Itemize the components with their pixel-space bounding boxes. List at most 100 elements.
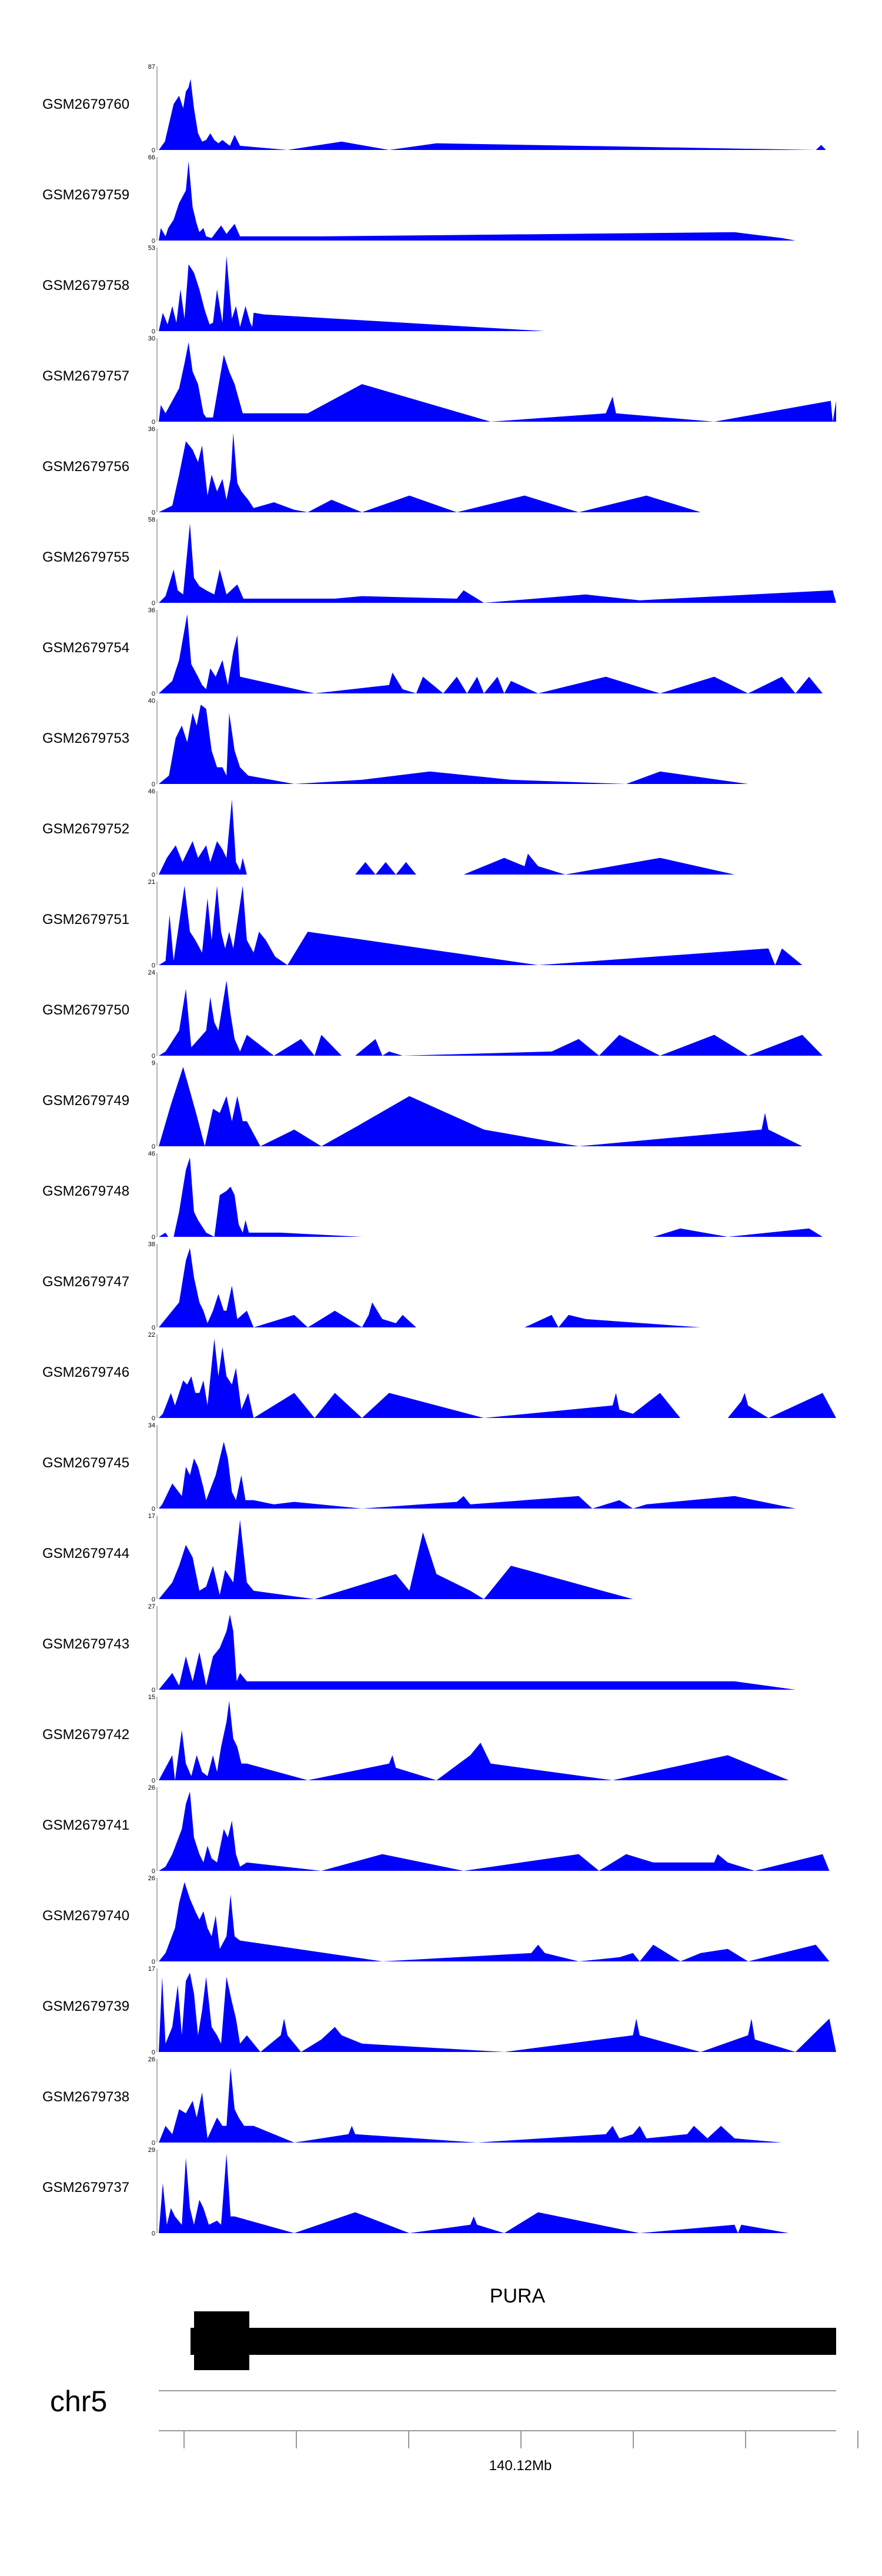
gene-label: PURA bbox=[490, 2285, 546, 2307]
coverage-area bbox=[159, 886, 803, 965]
track-label: GSM2679752 bbox=[42, 821, 129, 837]
track-GSM2679739: GSM2679739 17 0 bbox=[42, 1966, 836, 2056]
track-ymin-label: 0 bbox=[152, 1958, 155, 1966]
genome-axis: chr5 140.12Mb bbox=[50, 2385, 858, 2474]
track-ymax-label: 29 bbox=[148, 2147, 155, 2154]
track-ymin-label: 0 bbox=[152, 147, 155, 154]
track-GSM2679740: GSM2679740 26 0 bbox=[42, 1875, 830, 1966]
track-ymin-label: 0 bbox=[152, 1506, 155, 1513]
track-ymax-label: 15 bbox=[148, 1694, 155, 1701]
track-ymin-label: 0 bbox=[152, 781, 155, 788]
axis-ticks bbox=[183, 2431, 858, 2448]
track-ymin-label: 0 bbox=[152, 690, 155, 698]
track-label: GSM2679756 bbox=[42, 459, 129, 475]
track-GSM2679737: GSM2679737 29 0 bbox=[42, 2147, 789, 2237]
track-ymax-label: 87 bbox=[148, 64, 155, 71]
track-label: GSM2679748 bbox=[42, 1183, 129, 1199]
track-GSM2679755: GSM2679755 58 0 bbox=[42, 516, 836, 607]
track-GSM2679753: GSM2679753 40 0 bbox=[42, 698, 749, 788]
track-GSM2679745: GSM2679745 34 0 bbox=[42, 1422, 796, 1513]
coverage-area bbox=[159, 1067, 803, 1146]
coverage-area bbox=[159, 980, 823, 1056]
coverage-tracks: GSM2679760870GSM2679759660GSM2679758530G… bbox=[42, 64, 836, 2237]
track-ymax-label: 26 bbox=[148, 1875, 155, 1882]
track-label: GSM2679751 bbox=[42, 912, 129, 927]
track-ymax-label: 38 bbox=[148, 1241, 155, 1248]
track-label: GSM2679745 bbox=[42, 1455, 129, 1471]
coverage-area bbox=[159, 523, 836, 603]
track-GSM2679747: GSM2679747 38 0 bbox=[42, 1241, 701, 1332]
coverage-area bbox=[159, 1339, 836, 1418]
track-label: GSM2679739 bbox=[42, 1998, 129, 2014]
track-GSM2679750: GSM2679750 24 0 bbox=[42, 969, 823, 1060]
track-ymax-label: 36 bbox=[148, 607, 155, 614]
track-ymax-label: 58 bbox=[148, 516, 155, 523]
track-GSM2679760: GSM2679760 87 0 bbox=[42, 64, 826, 154]
track-ymin-label: 0 bbox=[152, 1415, 155, 1422]
coverage-area bbox=[159, 342, 836, 422]
track-GSM2679744: GSM2679744 17 0 bbox=[42, 1513, 633, 1603]
track-ymin-label: 0 bbox=[152, 1053, 155, 1060]
track-ymin-label: 0 bbox=[152, 1596, 155, 1603]
track-ymin-label: 0 bbox=[152, 962, 155, 969]
track-ymax-label: 46 bbox=[148, 1150, 155, 1157]
track-ymin-label: 0 bbox=[152, 2049, 155, 2056]
track-label: GSM2679753 bbox=[42, 730, 129, 746]
track-label: GSM2679754 bbox=[42, 640, 129, 656]
track-ymin-label: 0 bbox=[152, 419, 155, 426]
track-ymax-label: 9 bbox=[152, 1060, 155, 1067]
coverage-area bbox=[159, 1520, 633, 1599]
track-ymin-label: 0 bbox=[152, 1234, 155, 1241]
coverage-area bbox=[159, 433, 749, 512]
track-ymin-label: 0 bbox=[152, 238, 155, 245]
track-ymax-label: 26 bbox=[148, 1784, 155, 1791]
track-ymin-label: 0 bbox=[152, 1687, 155, 1694]
coverage-area bbox=[159, 161, 796, 241]
track-label: GSM2679747 bbox=[42, 1274, 129, 1290]
track-ymax-label: 36 bbox=[148, 426, 155, 433]
track-ymax-label: 27 bbox=[148, 1603, 155, 1610]
track-GSM2679746: GSM2679746 22 0 bbox=[42, 1332, 836, 1422]
track-label: GSM2679760 bbox=[42, 96, 129, 112]
track-label: GSM2679742 bbox=[42, 1727, 129, 1743]
track-ymin-label: 0 bbox=[152, 600, 155, 607]
gene-body bbox=[191, 2328, 836, 2355]
track-label: GSM2679750 bbox=[42, 1002, 129, 1018]
track-ymax-label: 26 bbox=[148, 2056, 155, 2063]
track-GSM2679751: GSM2679751 21 0 bbox=[42, 879, 803, 969]
track-ymin-label: 0 bbox=[152, 2140, 155, 2147]
track-label: GSM2679738 bbox=[42, 2089, 129, 2105]
track-ymax-label: 40 bbox=[148, 698, 155, 705]
track-label: GSM2679759 bbox=[42, 187, 129, 203]
coverage-area bbox=[159, 79, 826, 150]
track-ymin-label: 0 bbox=[152, 328, 155, 335]
track-GSM2679743: GSM2679743 27 0 bbox=[42, 1603, 796, 1694]
coverage-area bbox=[159, 1442, 796, 1509]
track-label: GSM2679744 bbox=[42, 1546, 129, 1561]
track-ymax-label: 24 bbox=[148, 969, 155, 976]
track-ymin-label: 0 bbox=[152, 1868, 155, 1875]
coverage-area bbox=[159, 1791, 830, 1871]
track-ymax-label: 66 bbox=[148, 154, 155, 161]
track-GSM2679738: GSM2679738 26 0 bbox=[42, 2056, 782, 2147]
track-label: GSM2679746 bbox=[42, 1364, 129, 1380]
track-ymin-label: 0 bbox=[152, 509, 155, 516]
track-label: GSM2679755 bbox=[42, 549, 129, 565]
track-ymax-label: 22 bbox=[148, 1332, 155, 1339]
track-ymax-label: 30 bbox=[148, 335, 155, 342]
coverage-area bbox=[159, 799, 836, 875]
gene-track: PURA bbox=[191, 2285, 836, 2370]
coverage-area bbox=[159, 1701, 789, 1780]
track-GSM2679742: GSM2679742 15 0 bbox=[42, 1694, 789, 1784]
track-ymax-label: 21 bbox=[148, 879, 155, 886]
coverage-area bbox=[159, 1157, 823, 1237]
track-ymin-label: 0 bbox=[152, 1143, 155, 1150]
track-label: GSM2679749 bbox=[42, 1093, 129, 1109]
track-GSM2679756: GSM2679756 36 0 bbox=[42, 426, 749, 516]
coverage-area bbox=[159, 1614, 796, 1690]
coverage-area bbox=[159, 2154, 789, 2233]
coverage-area bbox=[159, 705, 749, 784]
track-ymax-label: 34 bbox=[148, 1422, 155, 1429]
track-GSM2679757: GSM2679757 30 0 bbox=[42, 335, 836, 426]
track-ymax-label: 53 bbox=[148, 245, 155, 252]
